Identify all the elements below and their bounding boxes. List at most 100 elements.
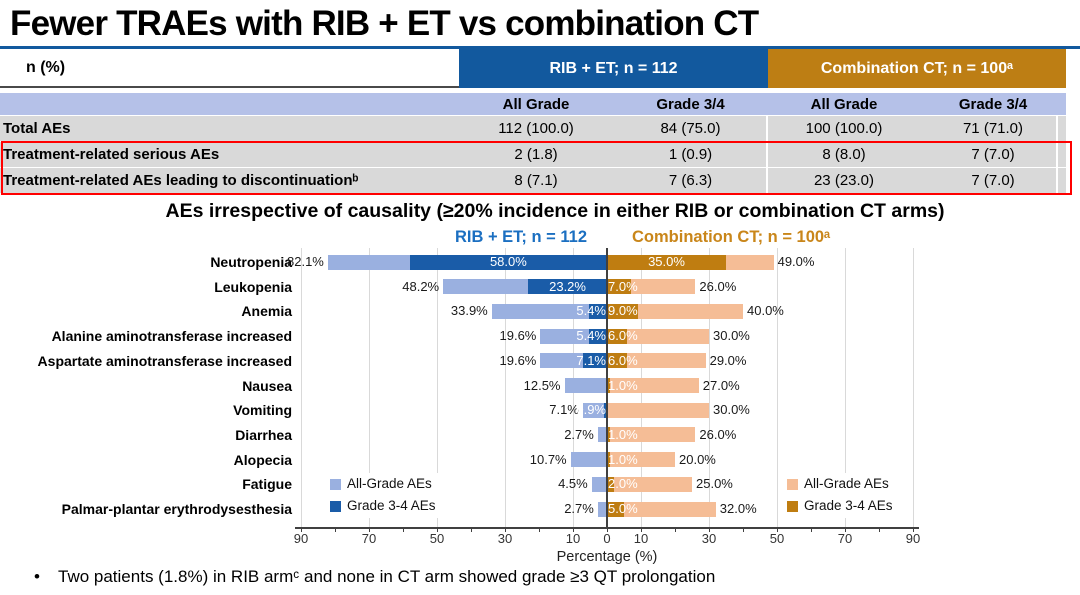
axis-tick-label: 50 [429, 531, 445, 546]
bar-rib-allgrade [597, 501, 607, 517]
bar-rib-grade34 [603, 402, 607, 418]
value-label-ct-allgrade: 20.0% [679, 451, 716, 467]
table-cell: 8 (8.0) [822, 146, 866, 163]
legend-label-ct: Grade 3-4 AEs [804, 498, 893, 513]
table-subheader-ct-grade34: Grade 3/4 [958, 95, 1028, 113]
bar-rib-grade34 [582, 353, 607, 369]
title-rule [0, 46, 1080, 49]
chart-arm-label-ct: Combination CT; n = 100ᵃ [632, 228, 831, 246]
bar-rib-allgrade [597, 427, 607, 443]
axis-tick [301, 527, 302, 532]
value-label-ct-grade34: 1.0% [608, 377, 638, 393]
category-label: Neutropenia [210, 254, 292, 270]
table-row-label: Total AEs [3, 120, 71, 137]
value-label-rib-allgrade: 4.5% [558, 476, 588, 492]
gridline [845, 248, 846, 527]
bar-ct-grade34 [607, 427, 611, 443]
value-label-rib-allgrade: 33.9% [450, 303, 488, 319]
legend-swatch-rib [330, 479, 341, 490]
bar-rib-allgrade [564, 378, 607, 393]
bar-ct-allgrade [610, 378, 699, 393]
value-label-rib-grade34: 23.2% [549, 278, 586, 294]
value-label-ct-allgrade: 29.0% [709, 352, 747, 368]
value-label-ct-allgrade: 30.0% [713, 402, 750, 418]
value-label-rib-grade34: 7.1% [576, 352, 606, 368]
page-title: Fewer TRAEs with RIB + ET vs combination… [10, 4, 759, 43]
axis-tick-label: 30 [497, 531, 513, 546]
footnote-bullet: • [34, 567, 40, 586]
category-label: Alanine aminotransferase increased [51, 328, 292, 345]
value-label-rib-grade34: 0.9% [576, 402, 606, 418]
bar-ct-grade34 [607, 279, 631, 295]
table-cell: 71 (71.0) [962, 120, 1024, 137]
bar-rib-allgrade [591, 476, 607, 492]
table-cell: 2 (1.8) [514, 146, 558, 163]
bar-ct-grade34 [607, 476, 614, 492]
highlight-red-box [1, 141, 1072, 195]
value-label-ct-allgrade: 49.0% [777, 254, 815, 269]
axis-tick-label: 90 [905, 531, 921, 546]
value-label-rib-allgrade: 12.5% [523, 377, 561, 393]
gridline [913, 248, 914, 527]
value-label-rib-grade34: 5.4% [576, 303, 606, 319]
axis-tick [641, 527, 642, 532]
bar-rib-grade34 [409, 254, 607, 270]
axis-tick [471, 527, 472, 532]
column-separator [1056, 116, 1058, 193]
value-label-rib-allgrade: 7.1% [549, 402, 579, 418]
table-cell: 7 (7.0) [971, 172, 1015, 189]
axis-tick [675, 527, 676, 532]
bar-ct-allgrade [627, 328, 709, 344]
legend-label-rib: Grade 3-4 AEs [347, 498, 436, 513]
value-label-ct-grade34: 1.0% [608, 426, 638, 442]
legend-swatch-ct [787, 479, 798, 490]
bar-ct-allgrade [613, 476, 692, 492]
axis-tick [573, 527, 574, 532]
category-label: Vomiting [233, 402, 292, 419]
category-label: Palmar-plantar erythrodysesthesia [61, 501, 292, 517]
value-label-rib-allgrade: 2.7% [564, 426, 594, 442]
table-row-label: Treatment-related AEs leading to discont… [3, 172, 359, 189]
bar-rib-allgrade [582, 402, 607, 418]
bar-ct-allgrade [610, 427, 696, 443]
gridline [709, 248, 710, 527]
axis-tick [811, 527, 812, 532]
table-cell: 112 (100.0) [498, 120, 574, 137]
zero-axis-line [606, 248, 608, 529]
value-label-ct-grade34: 7.0% [608, 278, 638, 294]
value-label-rib-grade34: 58.0% [489, 254, 527, 269]
table-cell: 84 (75.0) [660, 120, 721, 137]
axis-tick [777, 527, 778, 532]
table-row [0, 168, 1066, 193]
table-subheader-rib-allgrade: All Grade [502, 95, 570, 113]
axis-tick-label: 30 [701, 531, 717, 546]
table-subheader-rib-grade34: Grade 3/4 [656, 95, 725, 113]
axis-tick [845, 527, 846, 532]
value-label-ct-allgrade: 25.0% [696, 476, 733, 492]
axis-tick-label: 50 [769, 531, 785, 546]
gridline [437, 248, 438, 527]
value-label-ct-allgrade: 40.0% [747, 303, 784, 319]
gridline [301, 248, 302, 527]
table-cell: 7 (7.0) [971, 146, 1015, 163]
table-row-label: Treatment-related serious AEs [3, 146, 220, 163]
category-label: Alopecia [233, 451, 292, 468]
axis-tick [369, 527, 370, 532]
bar-ct-grade34 [607, 452, 611, 468]
bar-ct-grade34 [607, 501, 624, 517]
axis-tick [505, 527, 506, 532]
column-separator [766, 116, 768, 193]
bar-ct-grade34 [607, 303, 638, 319]
bar-ct-grade34 [607, 328, 628, 344]
value-label-ct-allgrade: 26.0% [699, 278, 737, 294]
value-label-ct-grade34: 9.0% [608, 303, 638, 319]
table-group-header-ct: Combination CT; n = 100ᵃ [768, 49, 1066, 88]
value-label-rib-allgrade: 48.2% [402, 278, 440, 294]
value-label-ct-grade34: 35.0% [648, 254, 685, 269]
bar-ct-grade34 [607, 254, 726, 270]
value-label-ct-allgrade: 30.0% [713, 328, 750, 344]
value-label-ct-grade34: 6.0% [608, 352, 638, 368]
axis-tick-label: 90 [293, 531, 309, 546]
value-label-rib-allgrade: 2.7% [564, 501, 594, 516]
